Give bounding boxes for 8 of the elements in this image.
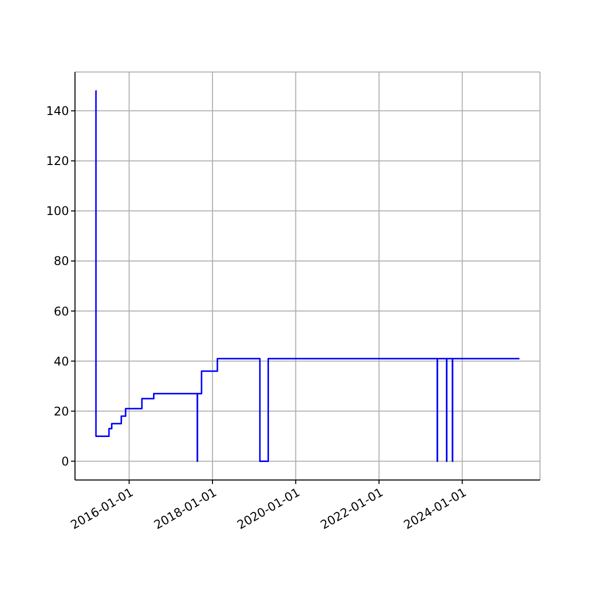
y-tick-label: 120 [46,154,69,168]
y-tick-label: 20 [54,404,69,418]
y-tick-label: 80 [54,254,69,268]
y-tick-label: 140 [46,104,69,118]
y-tick-label: 0 [61,454,69,468]
y-tick-label: 100 [46,204,69,218]
y-tick-label: 60 [54,304,69,318]
y-tick-label: 40 [54,354,69,368]
